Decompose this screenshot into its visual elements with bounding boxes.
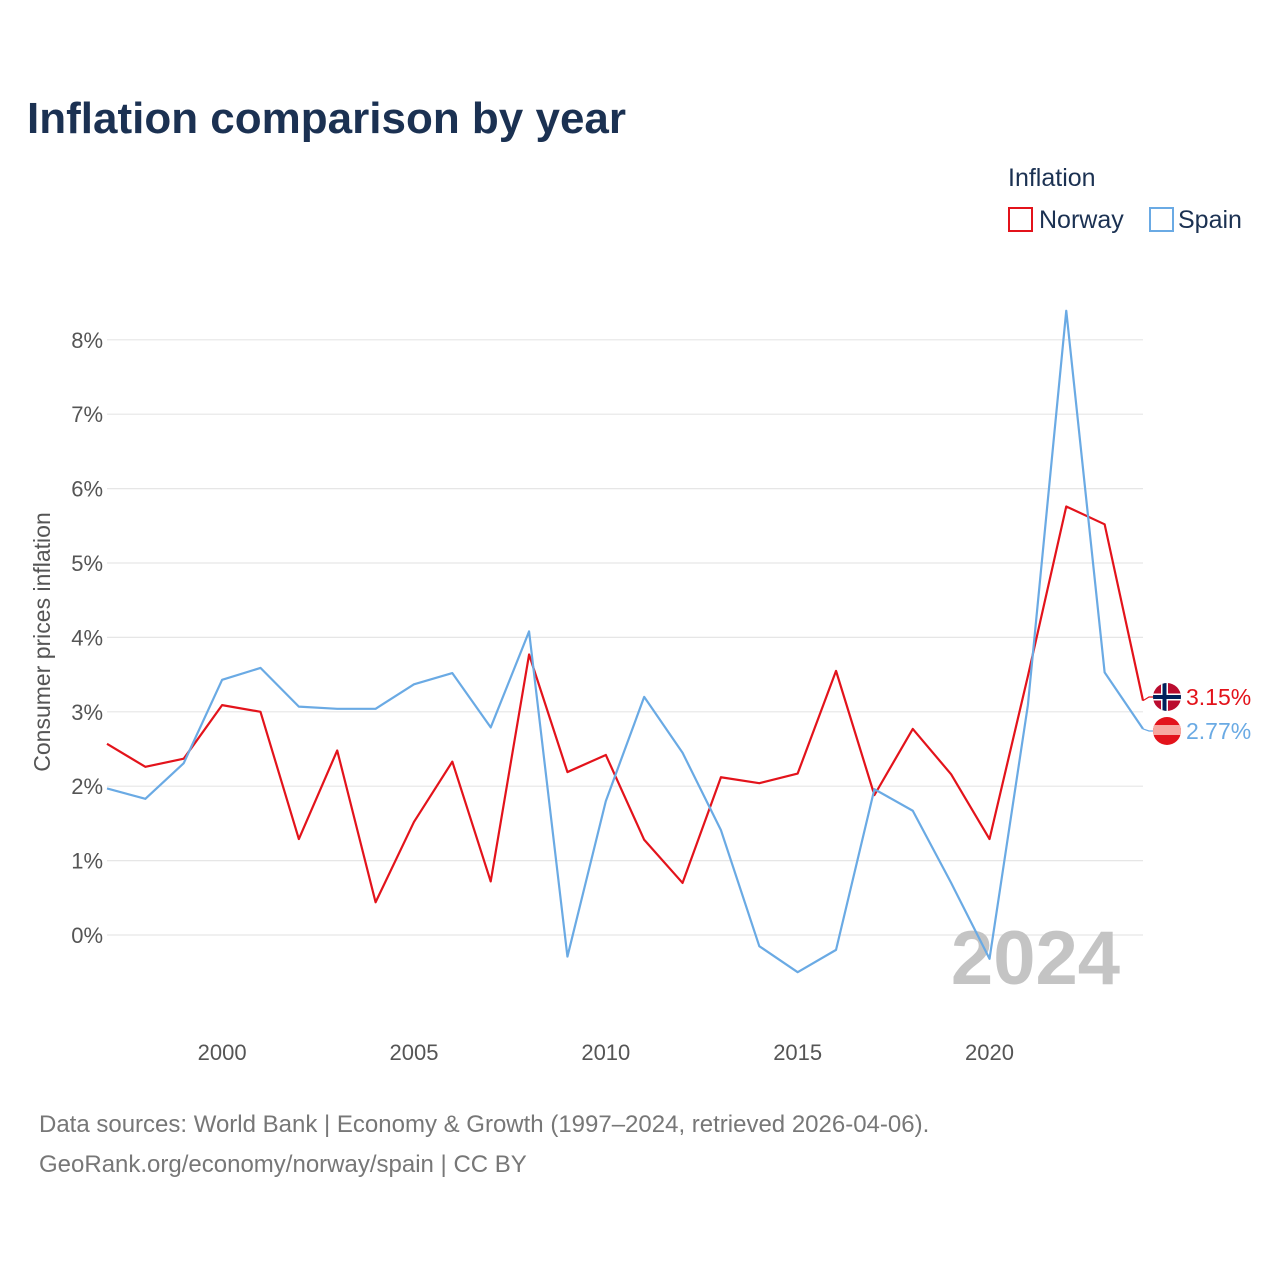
x-tick-label: 2015 xyxy=(773,1040,822,1065)
legend-item-norway[interactable]: Norway xyxy=(1008,206,1124,234)
y-axis-label: Consumer prices inflation xyxy=(29,512,55,772)
x-tick-label: 2010 xyxy=(581,1040,630,1065)
end-label-group-norway: 3.15% xyxy=(1142,683,1251,711)
chart-title: Inflation comparison by year xyxy=(27,94,626,143)
norway-flag-icon xyxy=(1153,683,1181,711)
series-line-norway xyxy=(106,505,1145,904)
end-labels: 3.15% 2.77% xyxy=(1142,683,1251,745)
year-watermark: 2024 xyxy=(951,916,1120,1001)
y-tick-label: 4% xyxy=(71,625,103,650)
y-axis-ticks: 0% 1% 2% 3% 4% 5% 6% 7% 8% xyxy=(71,328,103,948)
end-value-label-norway: 3.15% xyxy=(1186,684,1251,710)
series-norway xyxy=(106,505,1145,904)
series-line-spain xyxy=(106,309,1144,974)
y-tick-label: 6% xyxy=(71,477,103,502)
x-tick-label: 2005 xyxy=(389,1040,438,1065)
y-tick-label: 0% xyxy=(71,923,103,948)
y-tick-label: 5% xyxy=(71,551,103,576)
series-spain xyxy=(106,309,1144,974)
y-tick-label: 7% xyxy=(71,402,103,427)
series xyxy=(106,309,1145,974)
end-connector-spain xyxy=(1142,728,1153,732)
legend-item-spain[interactable]: Spain xyxy=(1149,206,1242,234)
x-tick-label: 2020 xyxy=(965,1040,1014,1065)
x-axis-ticks: 2000 2005 2010 2015 2020 xyxy=(198,1040,1014,1065)
y-tick-label: 2% xyxy=(71,774,103,799)
y-tick-label: 8% xyxy=(71,328,103,353)
legend-label-spain: Spain xyxy=(1178,206,1242,234)
end-label-group-spain: 2.77% xyxy=(1142,717,1251,745)
x-tick-label: 2000 xyxy=(198,1040,247,1065)
legend-title: Inflation xyxy=(1008,164,1096,192)
spain-flag-icon xyxy=(1153,717,1181,745)
legend-swatch-norway xyxy=(1008,207,1033,232)
source-line-2: GeoRank.org/economy/norway/spain | CC BY xyxy=(39,1151,527,1178)
legend-label-norway: Norway xyxy=(1039,206,1124,234)
source-line-1: Data sources: World Bank | Economy & Gro… xyxy=(39,1111,929,1138)
end-connector-norway xyxy=(1142,696,1153,702)
end-value-label-spain: 2.77% xyxy=(1186,718,1251,744)
y-tick-label: 1% xyxy=(71,849,103,874)
legend-swatch-spain xyxy=(1149,207,1174,232)
y-tick-label: 3% xyxy=(71,700,103,725)
grid xyxy=(107,339,1143,936)
